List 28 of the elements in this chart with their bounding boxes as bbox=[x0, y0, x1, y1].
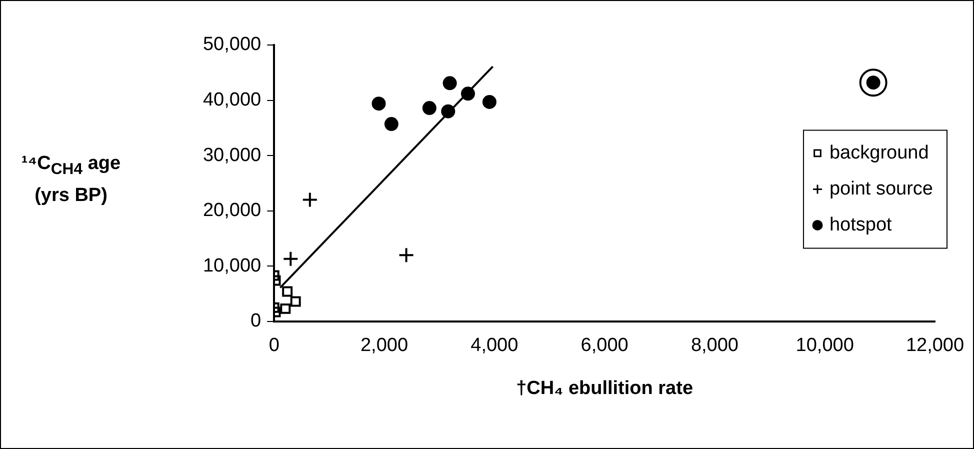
x-tick-label: 0 bbox=[268, 335, 280, 356]
y-tick-label: 50,000 bbox=[202, 34, 262, 56]
y-tick-label: 20,000 bbox=[202, 200, 262, 222]
point bbox=[441, 104, 456, 118]
y-tick-label: 40,000 bbox=[202, 90, 262, 111]
x-tick-label: 12,000 bbox=[906, 335, 964, 356]
point bbox=[482, 94, 496, 109]
y-axis-title: ¹⁴C$_{CH4}$ age (yrs BP) bbox=[20, 152, 122, 208]
legend-label: point source bbox=[829, 178, 934, 200]
point bbox=[422, 101, 436, 116]
x-tick-label: 2,000 bbox=[360, 335, 408, 356]
point bbox=[372, 96, 386, 111]
point bbox=[398, 247, 414, 264]
y-tick-label: 10,000 bbox=[202, 255, 262, 276]
legend-label: background bbox=[829, 142, 929, 164]
x-axis-title: †CH₄ ebullition rate bbox=[516, 378, 694, 399]
x-tick-label: 4,000 bbox=[470, 335, 518, 356]
point bbox=[282, 250, 299, 267]
y-tick-label: 0 bbox=[250, 310, 262, 332]
x-tick-label: 6,000 bbox=[580, 335, 628, 356]
point bbox=[460, 86, 475, 101]
point bbox=[302, 192, 318, 208]
point bbox=[384, 117, 398, 132]
point bbox=[442, 76, 457, 90]
x-tick-label: 8,000 bbox=[690, 335, 738, 356]
legend-label: hotspot bbox=[829, 214, 893, 236]
y-tick-label: 30,000 bbox=[202, 144, 262, 166]
x-tick-label: 10,000 bbox=[796, 335, 854, 356]
